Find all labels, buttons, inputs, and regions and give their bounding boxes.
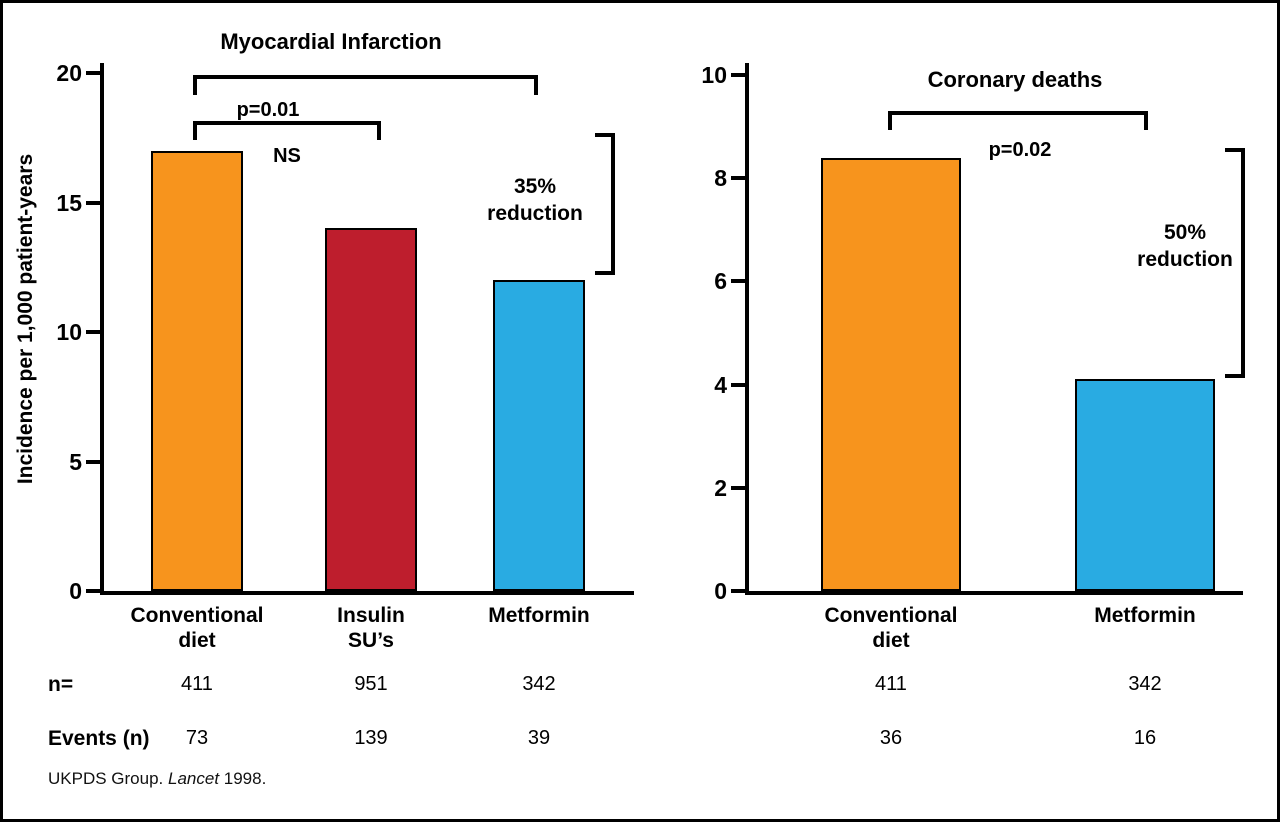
events-row-label: Events (n) (48, 727, 150, 750)
right-chart-title: Coronary deaths (927, 67, 1103, 92)
bar-conventional-diet (151, 150, 243, 591)
category-label: Conventional diet (824, 604, 958, 652)
right-pvalue-label: p=0.02 (988, 139, 1052, 161)
source-citation: UKPDS Group. Lancet 1998. (48, 769, 266, 789)
n-value: 411 (875, 673, 907, 695)
y-tick-label: 10 (56, 319, 82, 345)
events-value: 73 (185, 727, 209, 749)
y-tick-label: 0 (714, 578, 727, 604)
events-value: 16 (1133, 727, 1157, 749)
y-tick-label: 8 (714, 165, 727, 192)
left-reduction-bracket (595, 133, 615, 275)
right-y-axis (745, 63, 749, 595)
bar-insulin-su-s (325, 228, 417, 591)
source-journal: Lancet (168, 769, 220, 788)
y-tick-label: 10 (701, 62, 727, 88)
category-label: Metformin (488, 604, 590, 627)
y-tick-label: 4 (714, 371, 727, 398)
source-suffix: 1998. (219, 769, 267, 788)
y-tick (731, 382, 745, 387)
n-row-label: n= (48, 673, 74, 696)
y-tick (86, 330, 100, 334)
bar-conventional-diet (821, 157, 961, 591)
category-label: Conventional diet (130, 604, 264, 652)
y-tick (731, 485, 745, 490)
source-prefix: UKPDS Group. (48, 769, 168, 788)
y-tick (86, 71, 100, 75)
left-x-axis (100, 591, 634, 595)
bar-metformin (493, 280, 585, 591)
y-tick (731, 176, 745, 181)
events-value: 36 (879, 727, 903, 749)
y-tick (86, 459, 100, 464)
y-tick (86, 589, 100, 593)
left-ns-bracket (193, 121, 381, 140)
y-tick (731, 279, 745, 284)
left-y-axis (100, 63, 104, 595)
left-pvalue-bracket (193, 75, 538, 95)
n-value: 951 (354, 673, 388, 695)
category-label: Insulin SU’s (337, 604, 405, 652)
y-tick-label: 6 (714, 268, 727, 295)
right-reduction-label: 50% reduction (1137, 221, 1233, 271)
y-tick (731, 589, 745, 593)
left-pvalue-label: p=0.01 (236, 99, 300, 121)
category-label: Metformin (1094, 604, 1196, 627)
events-value: 139 (354, 727, 388, 749)
left-reduction-label: 35% reduction (487, 175, 583, 225)
y-tick (86, 200, 100, 205)
left-ns-label: NS (273, 145, 301, 167)
y-tick-label: 5 (69, 448, 82, 475)
n-value: 342 (522, 673, 556, 695)
left-chart-title: Myocardial Infarction (220, 29, 442, 54)
y-tick-label: 2 (714, 474, 727, 501)
right-pvalue-bracket (888, 111, 1148, 130)
n-value: 342 (1128, 673, 1162, 695)
y-tick-label: 20 (56, 60, 82, 86)
y-tick-label: 15 (56, 189, 82, 216)
right-x-axis (745, 591, 1243, 595)
right-reduction-bracket (1225, 148, 1245, 378)
events-value: 39 (527, 727, 551, 749)
y-tick (731, 73, 745, 77)
n-value: 411 (181, 673, 213, 695)
y-tick-label: 0 (69, 578, 82, 604)
bar-metformin (1075, 379, 1215, 591)
